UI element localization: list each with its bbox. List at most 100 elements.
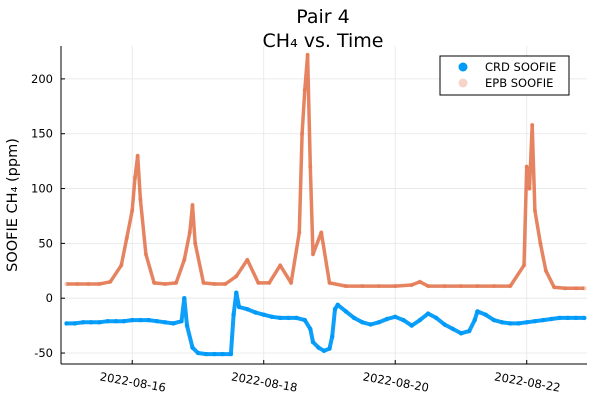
legend-label-epb: EPB SOOFIE [485, 76, 553, 90]
data-point [182, 296, 187, 301]
y-tick-label: 150 [31, 127, 53, 141]
data-point [532, 319, 538, 324]
legend-marker-crd [458, 62, 468, 72]
data-point [130, 208, 135, 213]
data-point [302, 317, 307, 323]
data-point [294, 315, 299, 321]
data-point [154, 319, 160, 324]
data-point [105, 319, 110, 324]
data-point [475, 309, 480, 314]
data-point [565, 315, 570, 321]
data-point [80, 320, 86, 325]
data-point [442, 322, 447, 327]
data-point [124, 235, 129, 241]
data-point [190, 202, 195, 208]
data-point [562, 286, 568, 291]
data-point [223, 281, 228, 287]
data-point [409, 323, 414, 328]
data-point [267, 280, 272, 286]
chart-subtitle: CH₄ vs. Time [263, 30, 384, 52]
data-point [475, 283, 480, 289]
data-point [483, 312, 488, 317]
data-point [417, 279, 423, 284]
data-point [113, 319, 119, 324]
legend-label-crd: CRD SOOFIE [485, 60, 556, 74]
data-point [138, 317, 143, 323]
series-layer [64, 52, 587, 357]
data-point [143, 252, 149, 257]
data-point [384, 316, 390, 322]
data-point [524, 164, 529, 169]
data-point [573, 315, 579, 321]
data-point [308, 164, 313, 169]
data-point [549, 316, 554, 322]
data-point [417, 317, 423, 323]
data-point [335, 302, 340, 307]
data-point [220, 351, 225, 357]
data-point [269, 314, 275, 319]
legend: CRD SOOFIE EPB SOOFIE [439, 55, 570, 96]
data-point [499, 320, 505, 325]
data-point [86, 281, 91, 287]
data-point [97, 281, 102, 287]
y-tick-label: 100 [31, 182, 53, 196]
data-point [472, 317, 477, 323]
data-point [234, 290, 239, 295]
data-point [179, 319, 184, 324]
data-point [151, 280, 157, 286]
data-point [541, 317, 546, 323]
data-point [368, 322, 373, 327]
data-point [360, 320, 365, 325]
data-point [190, 345, 195, 350]
series-trace [66, 53, 585, 291]
data-point [573, 286, 579, 291]
data-point [245, 257, 250, 262]
data-point [343, 309, 349, 314]
data-point [146, 317, 151, 323]
data-point [530, 122, 535, 128]
data-point [434, 315, 439, 321]
data-point [305, 52, 310, 57]
data-point [236, 304, 242, 310]
chart-title: Pair 4 [296, 6, 349, 28]
data-point [543, 268, 549, 273]
data-point [231, 312, 236, 317]
data-point [88, 320, 94, 325]
data-point [393, 283, 398, 289]
data-point [138, 197, 143, 202]
data-point [527, 186, 532, 191]
data-point [119, 263, 124, 268]
data-point [551, 285, 557, 290]
x-tick-label: 2022-08-22 [493, 369, 561, 394]
data-point [193, 241, 198, 246]
data-point [327, 280, 332, 286]
data-point [393, 314, 398, 319]
data-point [450, 326, 455, 332]
data-point [171, 321, 176, 326]
y-tick-label: 50 [38, 236, 53, 250]
data-point [108, 279, 113, 284]
data-point [491, 317, 497, 323]
data-point [458, 283, 464, 289]
data-point [582, 286, 587, 291]
data-point [557, 315, 562, 321]
data-point [182, 257, 187, 262]
data-point [308, 326, 313, 332]
data-point [288, 280, 294, 286]
data-point [321, 348, 327, 353]
data-point [508, 283, 513, 289]
data-point [442, 283, 447, 289]
data-point [343, 283, 349, 289]
data-point [516, 321, 521, 326]
data-point [508, 321, 513, 326]
data-point [195, 350, 201, 356]
data-point [72, 321, 77, 326]
data-point [351, 315, 357, 321]
data-point [261, 312, 266, 317]
y-tick-label: -50 [34, 346, 53, 360]
data-point [64, 281, 69, 287]
data-point [253, 310, 258, 315]
legend-box [439, 55, 570, 96]
